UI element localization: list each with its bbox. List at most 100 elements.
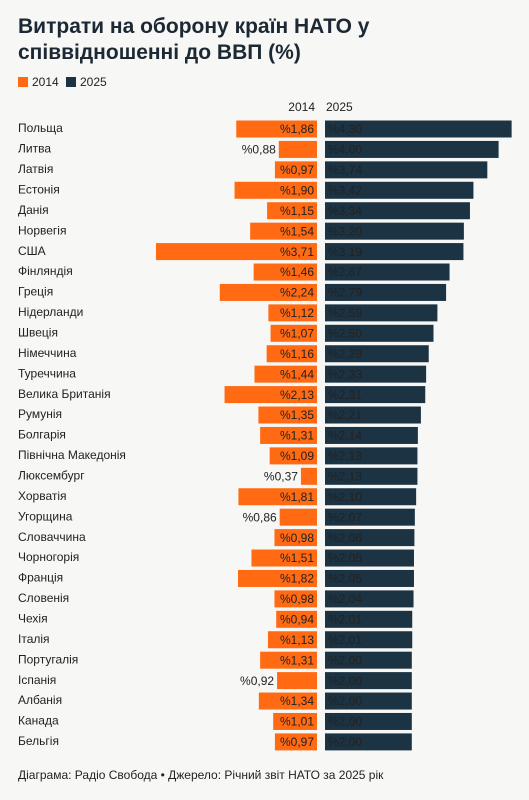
bar	[325, 202, 470, 220]
value-label: %1,54	[280, 224, 314, 238]
category-label: Угорщина	[18, 509, 73, 523]
bar	[325, 733, 412, 751]
bar	[267, 631, 317, 649]
category-label: Німеччина	[18, 346, 77, 360]
bar	[270, 324, 317, 342]
category-label: Фінляндія	[18, 264, 73, 278]
value-label: %1,01	[280, 715, 314, 729]
bar	[325, 263, 450, 281]
category-label: Франція	[18, 571, 63, 585]
bar	[325, 426, 418, 444]
value-label: %1,16	[280, 347, 314, 361]
value-label: %3,34	[328, 204, 362, 218]
value-label: %2,05	[328, 551, 362, 565]
value-label: %3,19	[328, 245, 362, 259]
value-label: %1,86	[280, 122, 314, 136]
value-label: %1,09	[280, 449, 314, 463]
value-label: %2,00	[328, 653, 362, 667]
value-label: %3,42	[328, 183, 362, 197]
value-label: %2,13	[328, 449, 362, 463]
bar	[325, 467, 418, 485]
bar	[325, 569, 414, 587]
value-label: %2,79	[328, 286, 362, 300]
value-label: %3,71	[280, 245, 314, 259]
value-label: %2,05	[328, 572, 362, 586]
bar	[325, 631, 413, 649]
category-label: Греція	[18, 285, 53, 299]
value-label: %2,01	[328, 633, 362, 647]
value-label: %2,33	[328, 367, 362, 381]
bar	[325, 610, 413, 628]
value-label: %2,01	[328, 612, 362, 626]
value-label: %1,44	[280, 367, 314, 381]
bar	[274, 590, 317, 608]
value-label: %2,00	[328, 715, 362, 729]
value-label: %2,24	[280, 286, 314, 300]
bar	[325, 447, 418, 465]
category-label: Чорногорія	[18, 550, 79, 564]
legend-label: 2014	[32, 75, 59, 89]
bar	[267, 202, 317, 220]
bar	[253, 263, 317, 281]
bar	[325, 529, 415, 547]
bar	[258, 692, 317, 710]
value-label: %3,20	[328, 224, 362, 238]
bar	[325, 651, 412, 669]
value-label: %0,94	[280, 612, 314, 626]
value-label: %1,90	[280, 183, 314, 197]
bar	[224, 386, 317, 404]
value-label: %1,46	[280, 265, 314, 279]
bar	[325, 488, 417, 506]
value-label: %2,21	[328, 408, 362, 422]
value-label: %0,97	[280, 163, 314, 177]
bar	[278, 140, 317, 158]
category-label: Румунія	[18, 407, 62, 421]
value-label: %2,59	[328, 306, 362, 320]
bar	[325, 549, 414, 567]
legend-swatch	[18, 77, 28, 87]
value-label: %0,86	[243, 510, 277, 524]
value-label: %1,31	[280, 653, 314, 667]
bar	[300, 467, 317, 485]
category-label: Польща	[18, 121, 63, 135]
bar	[269, 447, 317, 465]
category-label: Нідерланди	[18, 305, 83, 319]
bar	[325, 324, 434, 342]
category-label: Литва	[18, 142, 51, 156]
value-label: %2,00	[328, 694, 362, 708]
bar	[325, 222, 464, 240]
category-label: Чехія	[18, 611, 48, 625]
bar	[254, 365, 317, 383]
category-label: Латвія	[18, 162, 53, 176]
bar	[155, 243, 317, 261]
bar	[266, 345, 317, 363]
bar	[325, 181, 474, 199]
value-label: %0,98	[280, 592, 314, 606]
bar	[236, 120, 317, 138]
value-label: %2,00	[328, 674, 362, 688]
column-header: 2025	[326, 100, 353, 114]
category-label: Данія	[18, 203, 49, 217]
bar	[325, 304, 438, 322]
bar	[325, 345, 429, 363]
bar	[325, 590, 414, 608]
value-label: %1,35	[280, 408, 314, 422]
bar	[325, 161, 488, 179]
bar	[260, 651, 317, 669]
bar	[325, 508, 415, 526]
bar	[273, 712, 317, 730]
bar	[258, 406, 317, 424]
bar	[325, 406, 421, 424]
category-label: Італія	[18, 632, 50, 646]
value-label: %2,31	[328, 388, 362, 402]
value-label: %2,50	[328, 326, 362, 340]
value-label: %2,00	[328, 735, 362, 749]
value-label: %0,37	[264, 469, 298, 483]
category-label: США	[18, 244, 46, 258]
value-label: %4,00	[328, 143, 362, 157]
category-label: Північна Македонія	[18, 448, 126, 462]
bar	[325, 120, 512, 138]
value-label: %2,13	[328, 469, 362, 483]
bar	[238, 569, 317, 587]
